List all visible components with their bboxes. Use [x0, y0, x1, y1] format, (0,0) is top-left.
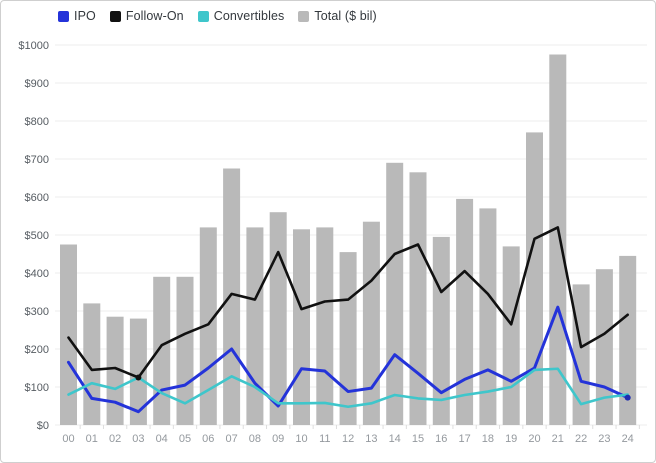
x-axis-label-24: 24 — [622, 433, 634, 445]
y-axis-label-$700: $700 — [25, 154, 49, 166]
chart-legend: IPO Follow-On Convertibles Total ($ bil) — [58, 9, 377, 23]
legend-item-follow-on: Follow-On — [109, 9, 184, 23]
x-axis-label-08: 08 — [249, 433, 261, 445]
x-axis-label-02: 02 — [109, 433, 121, 445]
x-axis-label-10: 10 — [295, 433, 307, 445]
y-axis-label-$200: $200 — [25, 344, 49, 356]
total-bar-21 — [549, 54, 567, 425]
x-axis-label-18: 18 — [482, 433, 494, 445]
legend-swatch-icon — [298, 10, 310, 22]
total-bar-00 — [60, 244, 77, 425]
total-bar-03 — [129, 318, 147, 425]
total-bar-12 — [339, 252, 357, 425]
total-bar-05 — [176, 276, 194, 425]
y-axis-label-$800: $800 — [25, 116, 49, 128]
total-bar-10 — [293, 229, 310, 425]
total-bar-17 — [456, 198, 474, 425]
x-axis-label-12: 12 — [342, 433, 354, 445]
x-axis-label-09: 09 — [272, 433, 284, 445]
x-axis-label-01: 01 — [86, 433, 98, 445]
y-axis-label-$1000: $1000 — [18, 40, 49, 52]
legend-label: IPO — [74, 9, 96, 23]
x-axis-label-23: 23 — [598, 433, 610, 445]
x-axis-label-19: 19 — [505, 433, 517, 445]
total-bar-04 — [153, 276, 171, 425]
y-axis-label-$900: $900 — [25, 78, 49, 90]
y-axis-label-$100: $100 — [25, 382, 49, 394]
x-axis-label-03: 03 — [132, 433, 144, 445]
total-bar-14 — [386, 162, 404, 426]
ipo-line — [67, 305, 630, 414]
x-axis-label-17: 17 — [458, 433, 470, 445]
x-axis-label-00: 00 — [62, 433, 74, 445]
legend-label: Total ($ bil) — [314, 9, 377, 23]
y-axis-label-$500: $500 — [25, 230, 49, 242]
total-bar-07 — [223, 168, 241, 425]
x-axis-label-07: 07 — [225, 433, 237, 445]
total-bar-01 — [83, 303, 101, 425]
total-bar-02 — [106, 316, 124, 425]
legend-label: Follow-On — [125, 9, 184, 23]
x-axis-label-05: 05 — [179, 433, 191, 445]
x-axis-label-04: 04 — [156, 433, 168, 445]
legend-swatch-icon — [58, 10, 69, 22]
follow-on-line — [67, 226, 630, 379]
total-bar-19 — [502, 246, 520, 425]
legend-item-ipo: IPO — [58, 9, 96, 23]
legend-swatch-icon — [109, 10, 121, 22]
total-bar-06 — [199, 227, 217, 425]
ipo-point-marker-24 — [624, 394, 631, 401]
x-axis-label-14: 14 — [389, 433, 401, 445]
total-bar-23 — [595, 269, 613, 425]
y-axis-label-$0: $0 — [37, 420, 49, 432]
convertibles-line — [67, 367, 630, 409]
x-axis-label-13: 13 — [365, 433, 377, 445]
x-axis-label-11: 11 — [319, 433, 330, 445]
total-bar-15 — [409, 172, 427, 425]
x-axis-label-22: 22 — [575, 433, 587, 445]
total-bar-13 — [362, 221, 380, 425]
total-bar-24 — [619, 255, 637, 425]
y-axis-label-$600: $600 — [25, 192, 49, 204]
total-bar-16 — [432, 236, 450, 425]
total-bar-11 — [316, 227, 334, 425]
x-axis-label-15: 15 — [412, 433, 424, 445]
legend-item-convertibles: Convertibles — [197, 9, 285, 23]
x-axis-label-16: 16 — [435, 433, 447, 445]
total-bar-09 — [269, 212, 287, 425]
y-axis-label-$400: $400 — [25, 268, 49, 280]
total-bar-20 — [526, 132, 543, 425]
x-axis-label-06: 06 — [202, 433, 214, 445]
follow-on-point-marker-03 — [135, 374, 142, 381]
y-axis-label-$300: $300 — [25, 306, 49, 318]
legend-item-total-bil: Total ($ bil) — [298, 9, 377, 23]
x-axis-label-20: 20 — [528, 433, 540, 445]
legend-swatch-icon — [197, 10, 209, 22]
total-bar-08 — [246, 227, 264, 425]
legend-label: Convertibles — [213, 9, 285, 23]
x-axis-label-21: 21 — [552, 433, 564, 445]
